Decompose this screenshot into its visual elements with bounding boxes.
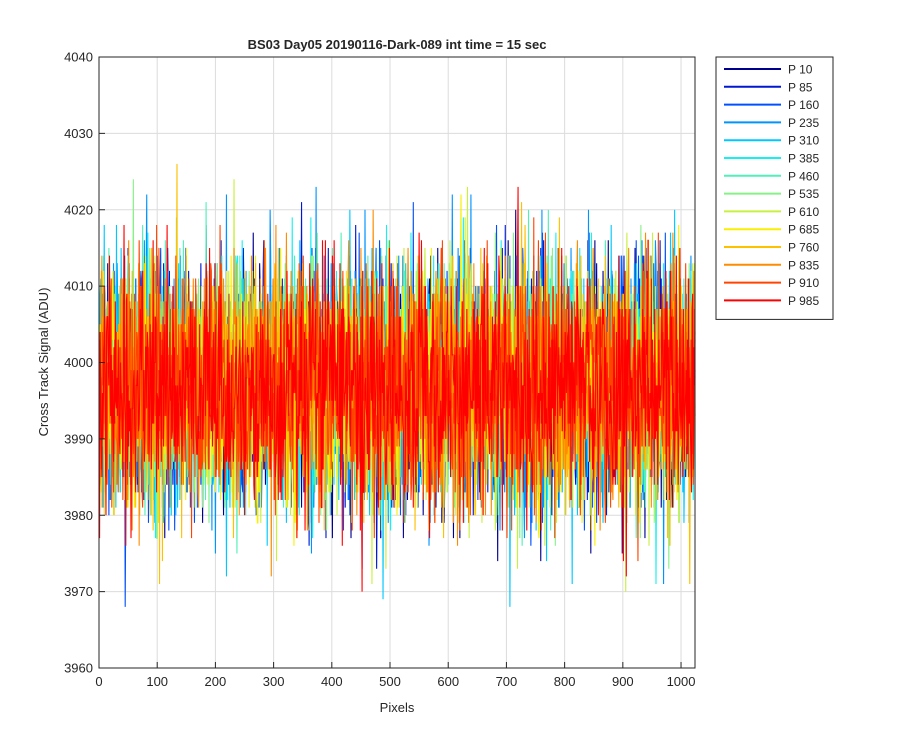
x-tick-label: 0 <box>95 674 102 689</box>
legend: P 10 P 85 P 160 P 235 P 310 P 385 P 460 P 535 P … <box>715 56 834 320</box>
legend-label: P 85 <box>788 80 813 94</box>
x-tick-label: 800 <box>554 674 576 689</box>
legend-label: P 235 <box>788 116 819 130</box>
y-tick-label: 4000 <box>64 355 93 370</box>
chart-title: BS03 Day05 20190116-Dark-089 int time = … <box>248 37 547 52</box>
x-tick-label: 700 <box>496 674 518 689</box>
series-line-p985 <box>99 186 696 592</box>
legend-label: P 835 <box>788 258 819 272</box>
y-tick-label: 4030 <box>64 126 93 141</box>
x-ticks: 0 100 200 300 400 500 600 700 800 900 1000 <box>95 662 695 689</box>
legend-label: P 610 <box>788 205 819 219</box>
legend-label: P 685 <box>788 223 819 237</box>
x-tick-label: 100 <box>146 674 168 689</box>
x-axis-label: Pixels <box>380 700 415 715</box>
legend-box <box>715 56 834 320</box>
x-tick-label: 500 <box>379 674 401 689</box>
y-ticks: 3960 3970 3980 3990 4000 4010 4020 4030 4040 <box>64 50 105 676</box>
y-tick-label: 3980 <box>64 508 93 523</box>
y-tick-label: 3970 <box>64 584 93 599</box>
x-tick-label: 300 <box>263 674 285 689</box>
legend-label: P 385 <box>788 152 819 166</box>
x-tick-label: 200 <box>205 674 227 689</box>
legend-label: P 985 <box>788 294 819 308</box>
legend-label: P 460 <box>788 169 819 183</box>
x-tick-label: 600 <box>437 674 459 689</box>
legend-label: P 910 <box>788 276 819 290</box>
series-lines <box>99 163 696 607</box>
y-axis-label: Cross Track Signal (ADU) <box>36 288 51 437</box>
y-tick-label: 4010 <box>64 279 93 294</box>
x-tick-label: 900 <box>612 674 634 689</box>
y-tick-label: 4020 <box>64 202 93 217</box>
y-tick-label: 3990 <box>64 431 93 446</box>
legend-label: P 160 <box>788 98 819 112</box>
legend-label: P 760 <box>788 241 819 255</box>
x-tick-label: 400 <box>321 674 343 689</box>
x-tick-label: 1000 <box>667 674 696 689</box>
y-tick-label: 4040 <box>64 50 93 65</box>
series-line-p910 <box>99 217 696 562</box>
legend-label: P 310 <box>788 134 819 148</box>
y-tick-label: 3960 <box>64 661 93 676</box>
legend-label: P 10 <box>788 63 813 77</box>
legend-label: P 535 <box>788 187 819 201</box>
